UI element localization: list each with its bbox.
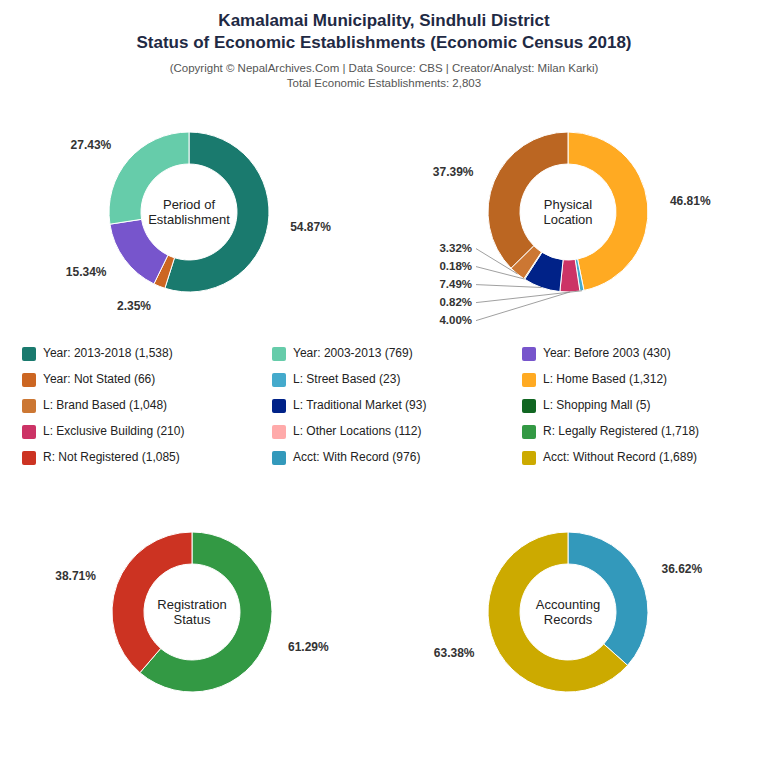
data-label: 54.87% <box>290 220 331 234</box>
title: Kamalamai Municipality, Sindhuli Distric… <box>136 11 631 52</box>
data-label: 63.38% <box>434 646 475 660</box>
subtitle-line: (Copyright © NepalArchives.Com | Data So… <box>170 62 599 74</box>
legend: Year: 2013-2018 (1,538) Year: Not Stated … <box>22 346 699 465</box>
legend-label: Year: Not Stated (66) <box>43 372 155 386</box>
subtitle-line: Total Economic Establishments: 2,803 <box>287 77 481 89</box>
legend-swatch <box>272 373 286 387</box>
data-label: 46.81% <box>670 194 711 208</box>
text-line: Records <box>544 612 593 627</box>
legend-swatch <box>22 451 36 465</box>
legend-swatch <box>22 399 36 413</box>
legend-swatch <box>272 451 286 465</box>
legend-swatch <box>522 451 536 465</box>
donut-center-label: Period ofEstablishment <box>148 197 230 227</box>
legend-swatch <box>272 425 286 439</box>
text-line: Registration <box>157 597 226 612</box>
legend-swatch <box>272 347 286 361</box>
title-line: Kamalamai Municipality, Sindhuli Distric… <box>218 11 550 30</box>
data-label: 27.43% <box>71 138 112 152</box>
legend-label: L: Brand Based (1,048) <box>43 398 167 412</box>
text-line: Physical <box>544 197 593 212</box>
background <box>0 0 768 768</box>
text-line: Accounting <box>536 597 600 612</box>
donut-chart <box>488 532 648 692</box>
data-label: 0.18% <box>439 260 472 272</box>
text-line: Location <box>543 212 592 227</box>
data-label: 2.35% <box>117 299 151 313</box>
legend-label: L: Other Locations (112) <box>293 424 422 438</box>
legend-label: L: Street Based (23) <box>293 372 400 386</box>
legend-swatch <box>22 425 36 439</box>
title-line: Status of Economic Establishments (Econo… <box>136 33 631 52</box>
legend-label: Acct: With Record (976) <box>293 450 420 464</box>
legend-swatch <box>522 347 536 361</box>
legend-swatch <box>522 399 536 413</box>
legend-label: L: Exclusive Building (210) <box>43 424 184 438</box>
donut-chart <box>112 532 272 692</box>
leader-line <box>476 249 517 274</box>
legend-swatch <box>22 373 36 387</box>
legend-label: L: Home Based (1,312) <box>543 372 667 386</box>
legend-label: Year: Before 2003 (430) <box>543 346 671 360</box>
legend-label: Year: 2013-2018 (1,538) <box>43 346 173 360</box>
data-label: 15.34% <box>66 265 107 279</box>
legend-swatch <box>522 425 536 439</box>
legend-swatch <box>522 373 536 387</box>
leader-line <box>476 291 582 303</box>
legend-label: R: Not Registered (1,085) <box>43 450 180 464</box>
data-label: 38.71% <box>55 569 96 583</box>
data-label: 3.32% <box>439 242 472 254</box>
donut-slice <box>110 219 168 284</box>
donut-chart <box>488 132 648 292</box>
legend-label: Year: 2003-2013 (769) <box>293 346 413 360</box>
data-label: 4.00% <box>439 314 472 326</box>
leader-line <box>476 285 542 288</box>
data-label: 0.82% <box>439 296 472 308</box>
text-line: Establishment <box>148 212 230 227</box>
subtitle: (Copyright © NepalArchives.Com | Data So… <box>170 62 599 89</box>
legend-label: R: Legally Registered (1,718) <box>543 424 699 438</box>
donut-center-label: PhysicalLocation <box>543 197 592 227</box>
leader-line <box>476 292 570 321</box>
donut-chart <box>109 132 269 292</box>
legend-label: L: Traditional Market (93) <box>293 398 426 412</box>
donut-slice <box>488 532 628 692</box>
data-label: 7.49% <box>439 278 472 290</box>
legend-label: Acct: Without Record (1,689) <box>543 450 697 464</box>
legend-label: L: Shopping Mall (5) <box>543 398 650 412</box>
chart-root: Kamalamai Municipality, Sindhuli Distric… <box>0 0 768 768</box>
data-label: 61.29% <box>288 640 329 654</box>
legend-swatch <box>22 347 36 361</box>
legend-swatch <box>272 399 286 413</box>
leader-line <box>476 267 524 279</box>
donut-center-label: AccountingRecords <box>536 597 600 627</box>
donut-center-label: RegistrationStatus <box>157 597 226 627</box>
data-label: 37.39% <box>433 165 474 179</box>
text-line: Period of <box>163 197 215 212</box>
text-line: Status <box>174 612 211 627</box>
data-label: 36.62% <box>661 562 702 576</box>
